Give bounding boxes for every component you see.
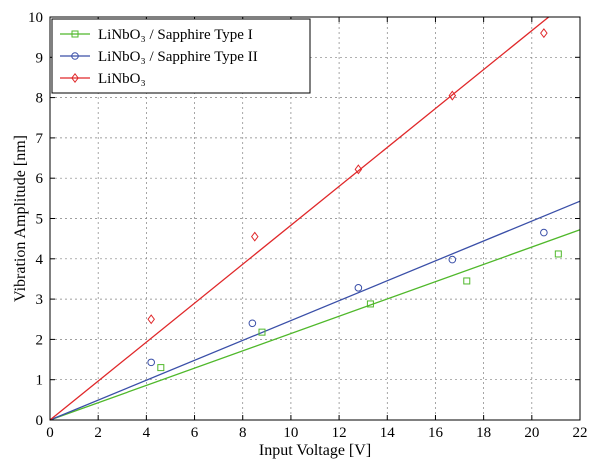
y-tick-label: 2 xyxy=(36,332,44,348)
data-point-series-1 xyxy=(366,300,374,308)
fit-line-series-2 xyxy=(49,200,581,421)
data-point-series-3 xyxy=(448,90,457,101)
x-axis-title: Input Voltage [V] xyxy=(259,442,371,459)
data-point-series-3 xyxy=(540,28,548,39)
fit-lines xyxy=(49,16,581,421)
data-point-series-2 xyxy=(540,228,548,237)
fit-line-series-3 xyxy=(49,16,550,421)
x-tick-label: 8 xyxy=(239,425,247,441)
data-point-series-3 xyxy=(250,231,259,242)
data-point-series-3 xyxy=(147,314,155,325)
y-tick-labels: 0 1 2 3 4 5 6 7 8 9 10 xyxy=(28,10,44,429)
data-point-series-1 xyxy=(258,328,266,336)
data-point-series-2 xyxy=(248,319,257,328)
y-axis-title: Vibration Amplitude [nm] xyxy=(12,135,29,302)
y-tick-label: 7 xyxy=(36,131,44,147)
y-tick-label: 1 xyxy=(36,373,44,389)
data-point-series-3 xyxy=(354,164,363,175)
x-tick-label: 18 xyxy=(476,425,491,441)
legend-label-series-3: LiNbO₃ xyxy=(98,71,146,87)
x-tick-label: 2 xyxy=(94,425,102,441)
legend-marker-series-3 xyxy=(71,72,79,84)
x-tick-label: 16 xyxy=(428,425,444,441)
data-point-series-2 xyxy=(147,358,155,367)
x-tick-label: 4 xyxy=(143,425,151,441)
y-tick-label: 6 xyxy=(36,171,44,187)
x-tick-labels: 0 2 4 6 8 10 12 14 16 18 20 22 xyxy=(46,425,587,441)
x-tick-label: 12 xyxy=(332,425,347,441)
y-tick-label: 4 xyxy=(36,252,44,268)
y-tick-label: 8 xyxy=(36,91,44,107)
legend-label-series-1: LiNbO₃ / Sapphire Type I xyxy=(98,27,253,43)
legend-marker-series-2 xyxy=(71,52,79,60)
data-point-series-2 xyxy=(448,255,457,264)
x-tick-label: 20 xyxy=(524,425,539,441)
legend-box xyxy=(51,18,311,94)
y-tick-label: 3 xyxy=(36,292,44,308)
grid xyxy=(50,17,580,420)
x-tick-label: 0 xyxy=(46,425,54,441)
data-point-series-1 xyxy=(157,364,165,372)
legend-label-series-2: LiNbO₃ / Sapphire Type II xyxy=(98,49,258,65)
y-tick-label: 0 xyxy=(36,413,44,429)
data-point-series-1 xyxy=(463,277,471,285)
data-point-series-2 xyxy=(354,284,363,292)
data-points xyxy=(147,28,562,372)
x-tick-label: 10 xyxy=(283,425,298,441)
data-point-series-1 xyxy=(554,250,562,258)
y-tick-label: 5 xyxy=(36,212,44,228)
y-tick-label: 10 xyxy=(28,10,43,26)
fit-line-series-1 xyxy=(49,229,581,421)
y-tick-label: 9 xyxy=(36,50,44,66)
x-tick-label: 14 xyxy=(380,425,396,441)
legend: LiNbO₃ / Sapphire Type I LiNbO₃ / Sapphir… xyxy=(51,18,311,94)
x-tick-label: 6 xyxy=(191,425,199,441)
x-tick-label: 22 xyxy=(573,425,588,441)
legend-marker-series-1 xyxy=(71,30,79,38)
